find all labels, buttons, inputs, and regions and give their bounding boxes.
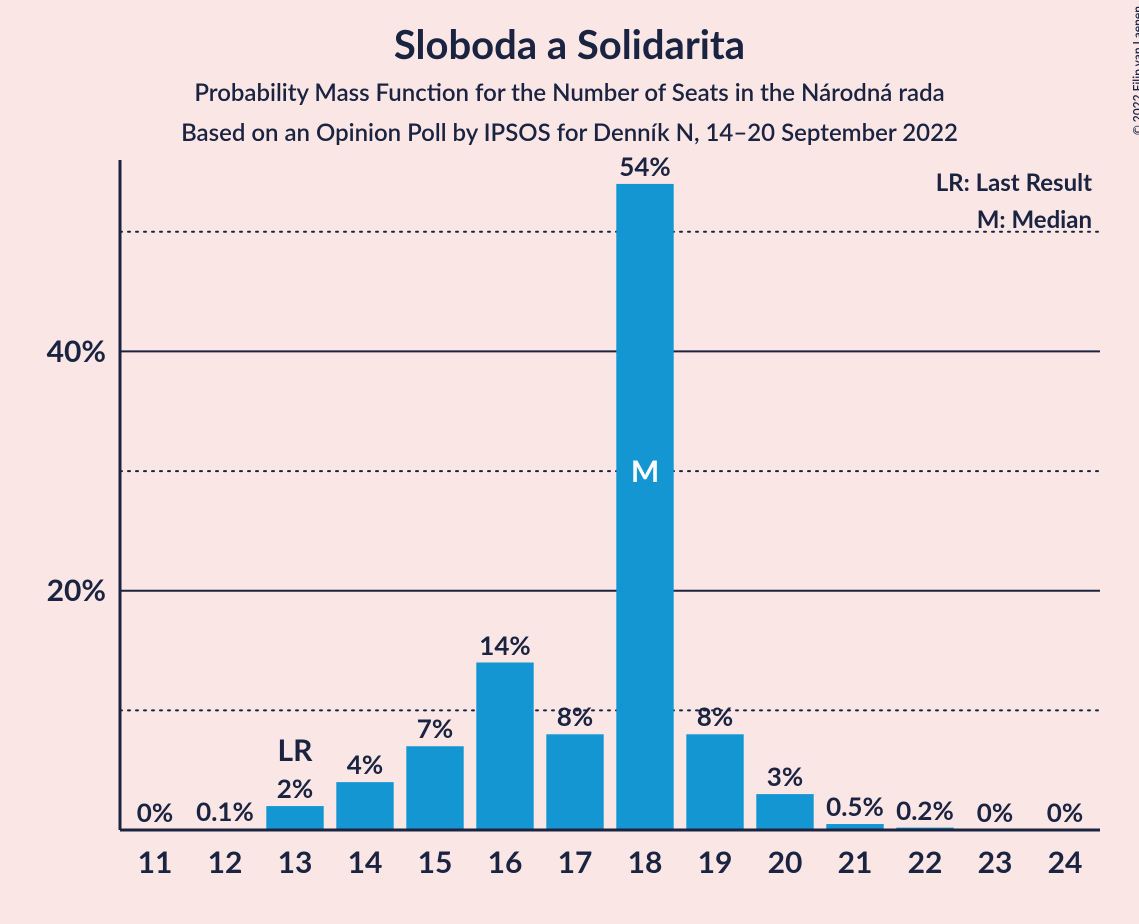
last-result-annotation: LR	[278, 732, 313, 768]
median-annotation: M	[631, 453, 659, 489]
bar	[266, 806, 323, 830]
bar	[686, 734, 743, 830]
bar	[756, 794, 813, 830]
bar	[476, 663, 533, 831]
bar-value-label: 0.5%	[826, 790, 884, 822]
x-tick-label: 20	[768, 844, 803, 880]
bar	[616, 184, 673, 830]
y-tick-label: 20%	[47, 572, 106, 608]
x-tick-label: 23	[978, 844, 1013, 880]
bar-value-label: 2%	[277, 772, 313, 804]
bar-value-label: 0%	[1047, 796, 1083, 828]
bar-value-label: 14%	[479, 629, 530, 661]
y-tick-label: 40%	[47, 333, 106, 369]
bar-value-label: 7%	[417, 712, 453, 744]
bar-value-label: 54%	[619, 150, 670, 182]
bar-value-label: 0.2%	[896, 794, 954, 826]
x-tick-label: 21	[838, 844, 873, 880]
bar	[546, 734, 603, 830]
x-tick-label: 17	[558, 844, 593, 880]
x-tick-label: 12	[208, 844, 243, 880]
plot-svg	[0, 0, 1139, 924]
bar-value-label: 0.1%	[196, 795, 254, 827]
x-tick-label: 16	[488, 844, 523, 880]
bar-value-label: 4%	[347, 748, 383, 780]
bar-value-label: 3%	[767, 760, 803, 792]
x-tick-label: 24	[1048, 844, 1083, 880]
bar-value-label: 0%	[137, 796, 173, 828]
bar	[406, 746, 463, 830]
x-tick-label: 19	[698, 844, 733, 880]
x-tick-label: 13	[278, 844, 313, 880]
x-tick-label: 14	[348, 844, 383, 880]
x-tick-label: 11	[138, 844, 173, 880]
bar	[336, 782, 393, 830]
x-tick-label: 18	[628, 844, 663, 880]
x-tick-label: 22	[908, 844, 943, 880]
bar-value-label: 8%	[697, 700, 733, 732]
chart-root: Sloboda a Solidarita Probability Mass Fu…	[0, 0, 1139, 924]
bar-value-label: 0%	[977, 796, 1013, 828]
bar-value-label: 8%	[557, 700, 593, 732]
x-tick-label: 15	[418, 844, 453, 880]
